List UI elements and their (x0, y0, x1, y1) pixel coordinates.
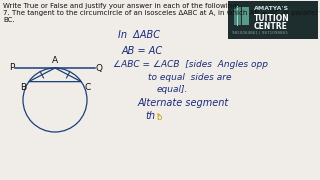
Text: BC.: BC. (3, 17, 15, 23)
Text: Q: Q (96, 64, 103, 73)
Bar (237, 6, 238, 26)
Text: P: P (9, 64, 14, 73)
Bar (234, 7, 241, 25)
Text: Write True or False and justify your answer in each of the following:: Write True or False and justify your ans… (3, 3, 239, 9)
Text: B: B (20, 83, 26, 92)
Bar (242, 7, 249, 25)
Text: AB = AC: AB = AC (122, 46, 163, 56)
Text: ƀ: ƀ (157, 113, 162, 122)
Text: A: A (52, 56, 58, 65)
Text: th: th (145, 111, 155, 121)
Text: CENTRE: CENTRE (254, 22, 288, 31)
Text: AMATYA'S: AMATYA'S (254, 6, 289, 11)
Bar (228, 1, 318, 39)
Text: equal].: equal]. (157, 85, 188, 94)
Text: C: C (84, 83, 91, 92)
Text: In  ΔABC: In ΔABC (118, 30, 160, 40)
Text: TUITION: TUITION (254, 14, 290, 23)
Text: 7. The tangent to the circumcircle of an isosceles ΔABC at A, in which AB = AC, : 7. The tangent to the circumcircle of an… (3, 10, 320, 16)
Text: to equal  sides are: to equal sides are (148, 73, 231, 82)
Text: ∠ABC = ∠ACB  [sides  Angles opp: ∠ABC = ∠ACB [sides Angles opp (113, 60, 268, 69)
Text: 9810064861 | 9871098865: 9810064861 | 9871098865 (232, 31, 288, 35)
Text: Alternate segment: Alternate segment (138, 98, 229, 108)
